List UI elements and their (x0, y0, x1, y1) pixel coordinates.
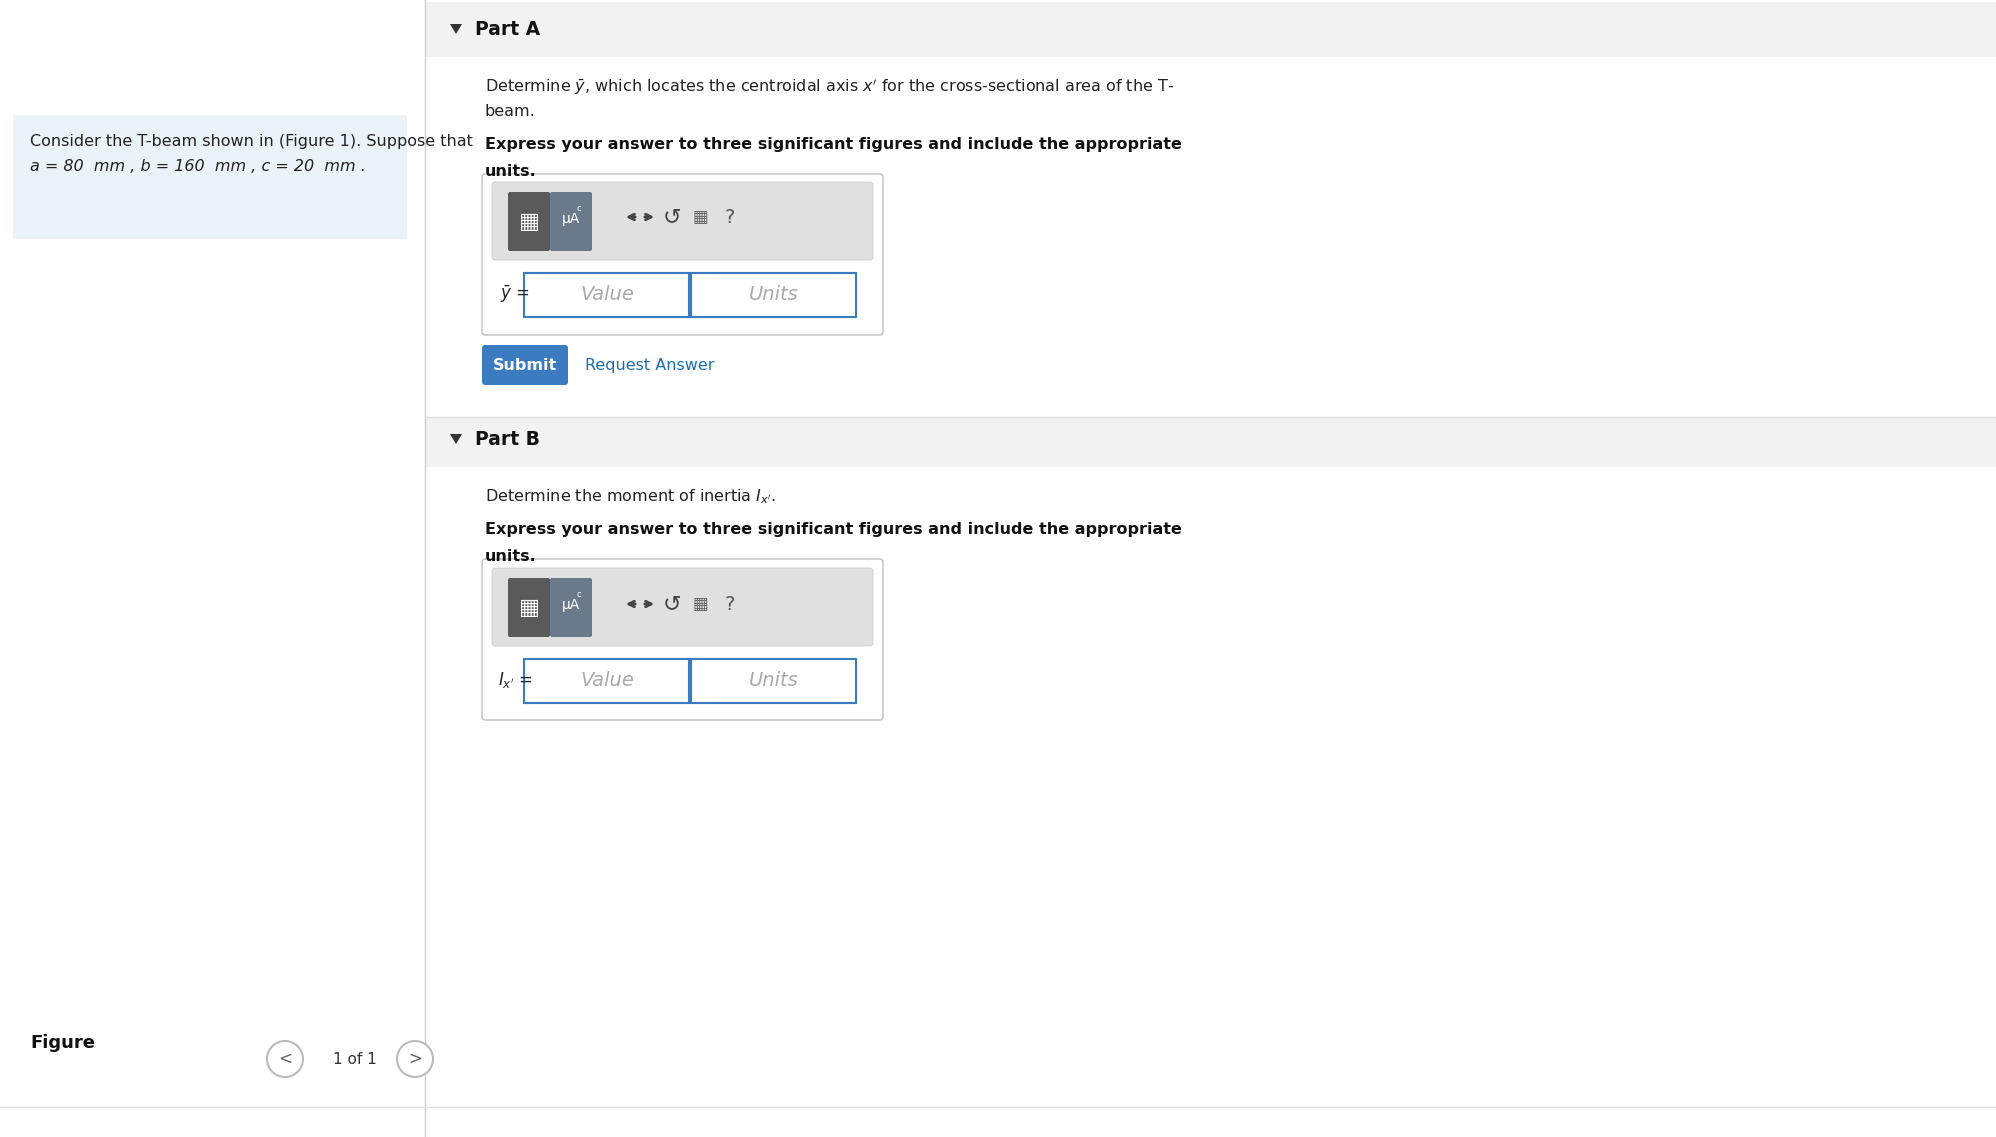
FancyBboxPatch shape (551, 578, 593, 637)
Text: ▦: ▦ (519, 598, 539, 619)
Text: Figure: Figure (30, 1034, 96, 1052)
FancyBboxPatch shape (481, 559, 882, 720)
FancyBboxPatch shape (491, 182, 872, 260)
Text: ↺: ↺ (663, 207, 681, 227)
Polygon shape (449, 24, 461, 34)
Text: Request Answer: Request Answer (585, 357, 715, 373)
Text: Express your answer to three significant figures and include the appropriate: Express your answer to three significant… (485, 136, 1182, 152)
Text: Consider the T-beam shown in (Figure 1). Suppose that: Consider the T-beam shown in (Figure 1).… (30, 134, 473, 149)
Text: Units: Units (748, 284, 798, 304)
Text: μA: μA (563, 211, 581, 226)
Text: $\bar{y}$ =: $\bar{y}$ = (501, 283, 529, 305)
Text: ?: ? (725, 595, 735, 614)
FancyBboxPatch shape (551, 192, 593, 251)
FancyBboxPatch shape (509, 578, 551, 637)
Text: ?: ? (725, 207, 735, 226)
Text: <: < (277, 1049, 291, 1068)
Text: ▦: ▦ (519, 211, 539, 232)
Text: Units: Units (748, 671, 798, 689)
Text: Determine the moment of inertia $I_{x'}$.: Determine the moment of inertia $I_{x'}$… (485, 487, 776, 506)
Text: μA: μA (563, 598, 581, 612)
Text: units.: units. (485, 164, 537, 179)
Text: c: c (577, 589, 581, 598)
Text: Value: Value (581, 284, 635, 304)
FancyBboxPatch shape (481, 174, 882, 335)
Text: Part B: Part B (475, 430, 541, 448)
Text: units.: units. (485, 549, 537, 564)
FancyBboxPatch shape (425, 417, 1996, 467)
Polygon shape (449, 434, 461, 445)
Text: Determine $\bar{y}$, which locates the centroidal axis $x'$ for the cross-sectio: Determine $\bar{y}$, which locates the c… (485, 77, 1174, 98)
Text: $I_{x'}$ =: $I_{x'}$ = (497, 670, 533, 690)
Text: Value: Value (581, 671, 635, 689)
FancyBboxPatch shape (481, 345, 569, 385)
Circle shape (267, 1041, 303, 1077)
Text: ▦: ▦ (693, 208, 709, 226)
FancyBboxPatch shape (14, 115, 407, 239)
FancyBboxPatch shape (509, 192, 551, 251)
Text: 1 of 1: 1 of 1 (333, 1052, 377, 1067)
FancyBboxPatch shape (425, 2, 1996, 57)
Text: ▦: ▦ (693, 595, 709, 613)
Text: >: > (407, 1049, 421, 1068)
FancyBboxPatch shape (691, 273, 856, 317)
Text: Part A: Part A (475, 19, 541, 39)
FancyBboxPatch shape (525, 659, 689, 703)
Text: ↺: ↺ (663, 594, 681, 614)
FancyBboxPatch shape (691, 659, 856, 703)
Circle shape (397, 1041, 433, 1077)
Text: beam.: beam. (485, 103, 535, 119)
Text: Submit: Submit (493, 357, 557, 373)
Text: c: c (577, 204, 581, 213)
FancyBboxPatch shape (491, 568, 872, 646)
Text: a = 80  mm , b = 160  mm , c = 20  mm .: a = 80 mm , b = 160 mm , c = 20 mm . (30, 159, 365, 174)
Text: Express your answer to three significant figures and include the appropriate: Express your answer to three significant… (485, 522, 1182, 537)
FancyBboxPatch shape (525, 273, 689, 317)
